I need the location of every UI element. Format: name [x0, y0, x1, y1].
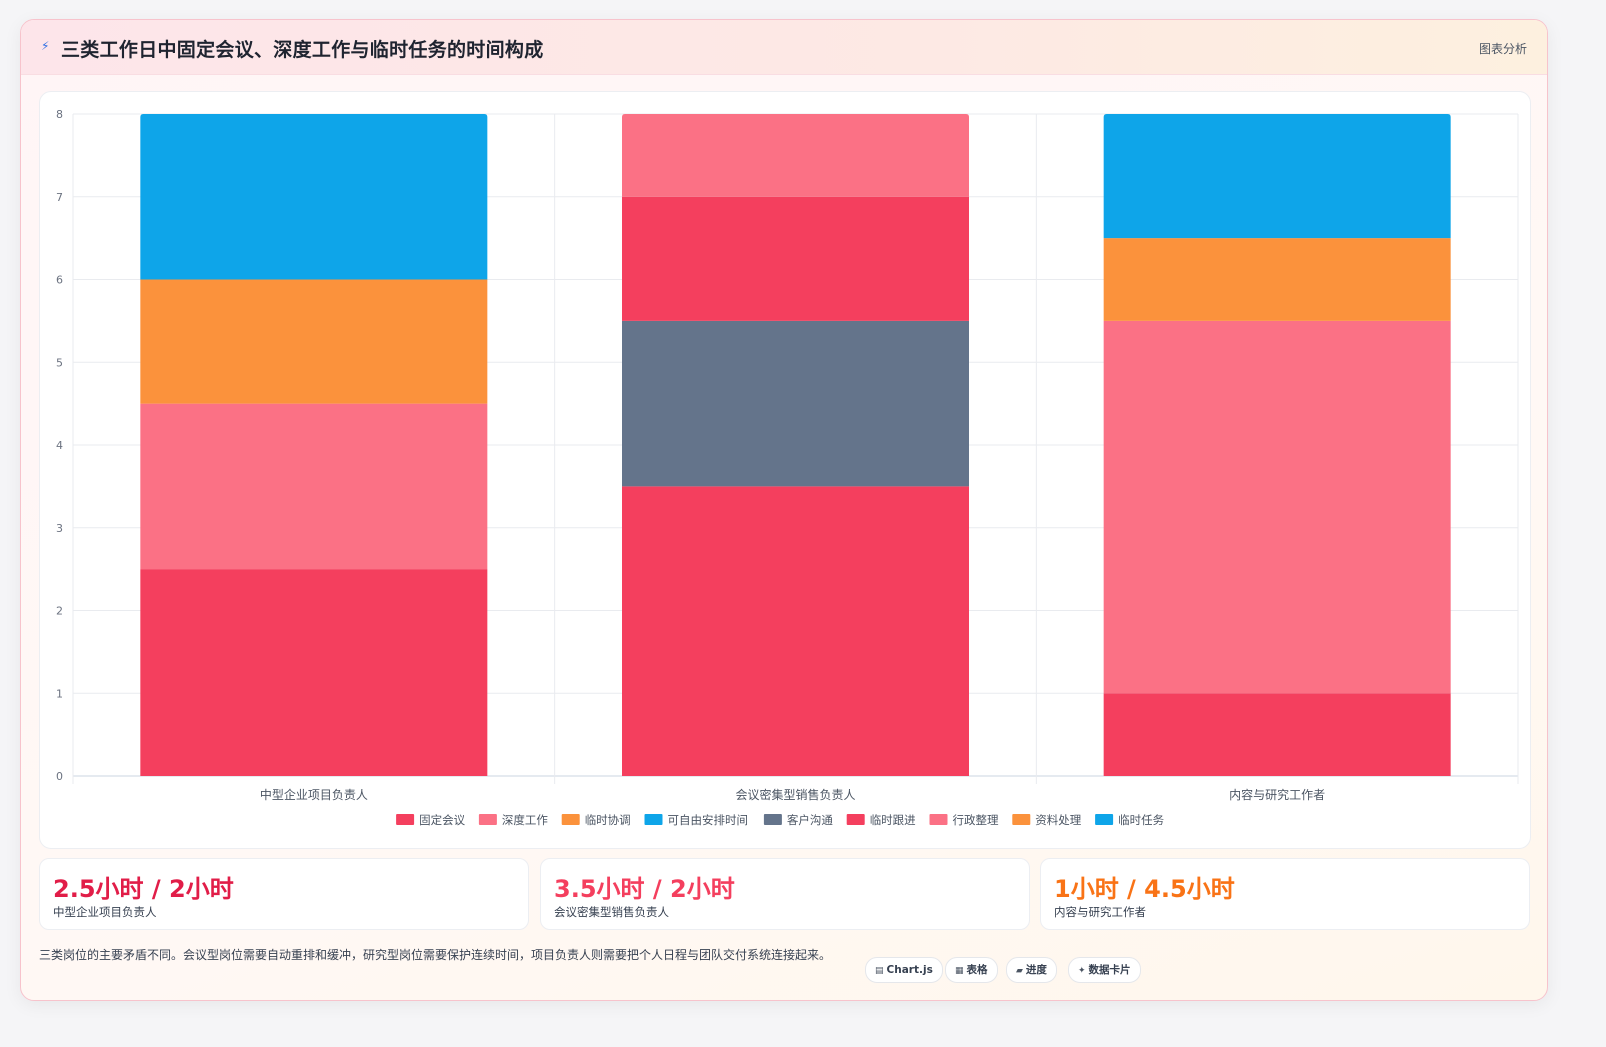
- tag-label: Chart.js: [886, 964, 933, 976]
- tag-data-card[interactable]: ✦ 数据卡片: [1068, 957, 1141, 983]
- chart-icon: ▤: [875, 966, 884, 976]
- stat-value: 1小时 / 4.5小时: [1054, 875, 1235, 903]
- chart-analysis-link[interactable]: 图表分析: [1478, 42, 1527, 56]
- stat-card-project-lead: 2.5小时 / 2小时 中型企业项目负责人: [39, 858, 529, 930]
- lightning-icon: ⚡: [41, 39, 50, 53]
- legend-label: 客户沟通: [787, 813, 833, 827]
- legend-label: 资料处理: [1035, 813, 1081, 827]
- chart-footnote: 三类岗位的主要矛盾不同。会议型岗位需要自动重排和缓冲，研究型岗位需要保护连续时间…: [39, 948, 832, 962]
- sparkle-icon: ✦: [1078, 966, 1086, 976]
- stat-value: 2.5小时 / 2小时: [53, 875, 234, 903]
- bar-segment: [140, 279, 488, 404]
- legend-swatch: [1012, 814, 1031, 825]
- chart-title: 三类工作日中固定会议、深度工作与临时任务的时间构成: [61, 39, 544, 61]
- bar-segment: [1103, 693, 1451, 776]
- y-tick-label: 7: [56, 191, 63, 204]
- stat-label: 中型企业项目负责人: [53, 905, 157, 919]
- stat-label: 会议密集型销售负责人: [554, 905, 669, 919]
- bar-segment: [1103, 238, 1451, 321]
- chart-card: ⚡ 三类工作日中固定会议、深度工作与临时任务的时间构成 图表分析 0 1 2 3 4 5 6…: [20, 19, 1548, 1001]
- y-tick-label: 0: [56, 770, 63, 783]
- legend-swatch: [929, 814, 948, 825]
- stat-label: 内容与研究工作者: [1054, 905, 1146, 919]
- bar-segment: [140, 114, 488, 280]
- bar-segment: [140, 403, 488, 570]
- legend-swatch: [644, 814, 663, 825]
- tag-label: 数据卡片: [1088, 964, 1131, 976]
- legend-label: 临时跟进: [870, 813, 916, 827]
- stat-value: 3.5小时 / 2小时: [554, 875, 735, 903]
- legend-label: 临时任务: [1118, 813, 1164, 827]
- y-tick-label: 6: [56, 274, 63, 287]
- stat-card-sales-lead: 3.5小时 / 2小时 会议密集型销售负责人: [540, 858, 1030, 930]
- bar-segment: [622, 320, 969, 487]
- legend-label: 临时协调: [585, 813, 631, 827]
- tag-progress[interactable]: ▰ 进度: [1006, 957, 1057, 983]
- bar-segment: [622, 196, 969, 321]
- x-tick-label: 内容与研究工作者: [1229, 787, 1325, 802]
- tag-label: 进度: [1025, 964, 1047, 976]
- legend-swatch: [1095, 814, 1114, 825]
- x-tick-label: 会议密集型销售负责人: [735, 787, 855, 802]
- bar-segment: [622, 486, 969, 776]
- stacked-bar-chart: 0 1 2 3 4 5 6 7 8 中型企业项目负责人 会议密集型销售负责人 内容与研究工作者固定会议…: [56, 108, 1519, 827]
- legend-swatch: [763, 814, 782, 825]
- bar-segment: [622, 114, 969, 197]
- legend-label: 固定会议: [419, 813, 465, 827]
- y-tick-label: 5: [56, 356, 63, 369]
- y-tick-label: 3: [56, 522, 63, 535]
- bar-segment: [140, 569, 488, 776]
- legend-label: 行政整理: [953, 813, 999, 827]
- bar-segment: [1103, 320, 1451, 694]
- y-tick-label: 2: [56, 605, 63, 618]
- legend-swatch: [846, 814, 865, 825]
- legend-swatch: [396, 814, 415, 825]
- legend-label: 可自由安排时间: [668, 813, 749, 827]
- legend-swatch: [478, 814, 497, 825]
- chart-panel: 0 1 2 3 4 5 6 7 8 中型企业项目负责人 会议密集型销售负责人 内容与研究工作者固定会议…: [39, 91, 1531, 849]
- legend-label: 深度工作: [502, 813, 548, 827]
- legend-swatch: [561, 814, 580, 825]
- tag-label: 表格: [966, 964, 988, 976]
- stat-card-researcher: 1小时 / 4.5小时 内容与研究工作者: [1040, 858, 1530, 930]
- tag-table[interactable]: ▦ 表格: [945, 957, 998, 983]
- card-header: ⚡ 三类工作日中固定会议、深度工作与临时任务的时间构成 图表分析: [21, 20, 1547, 75]
- table-icon: ▦: [955, 966, 964, 976]
- y-tick-label: 1: [56, 687, 63, 700]
- tag-chartjs[interactable]: ▤ Chart.js: [865, 957, 943, 983]
- y-tick-label: 4: [56, 439, 63, 452]
- progress-icon: ▰: [1016, 966, 1023, 976]
- y-tick-label: 8: [56, 108, 63, 121]
- x-tick-label: 中型企业项目负责人: [260, 787, 368, 802]
- bar-segment: [1103, 114, 1451, 239]
